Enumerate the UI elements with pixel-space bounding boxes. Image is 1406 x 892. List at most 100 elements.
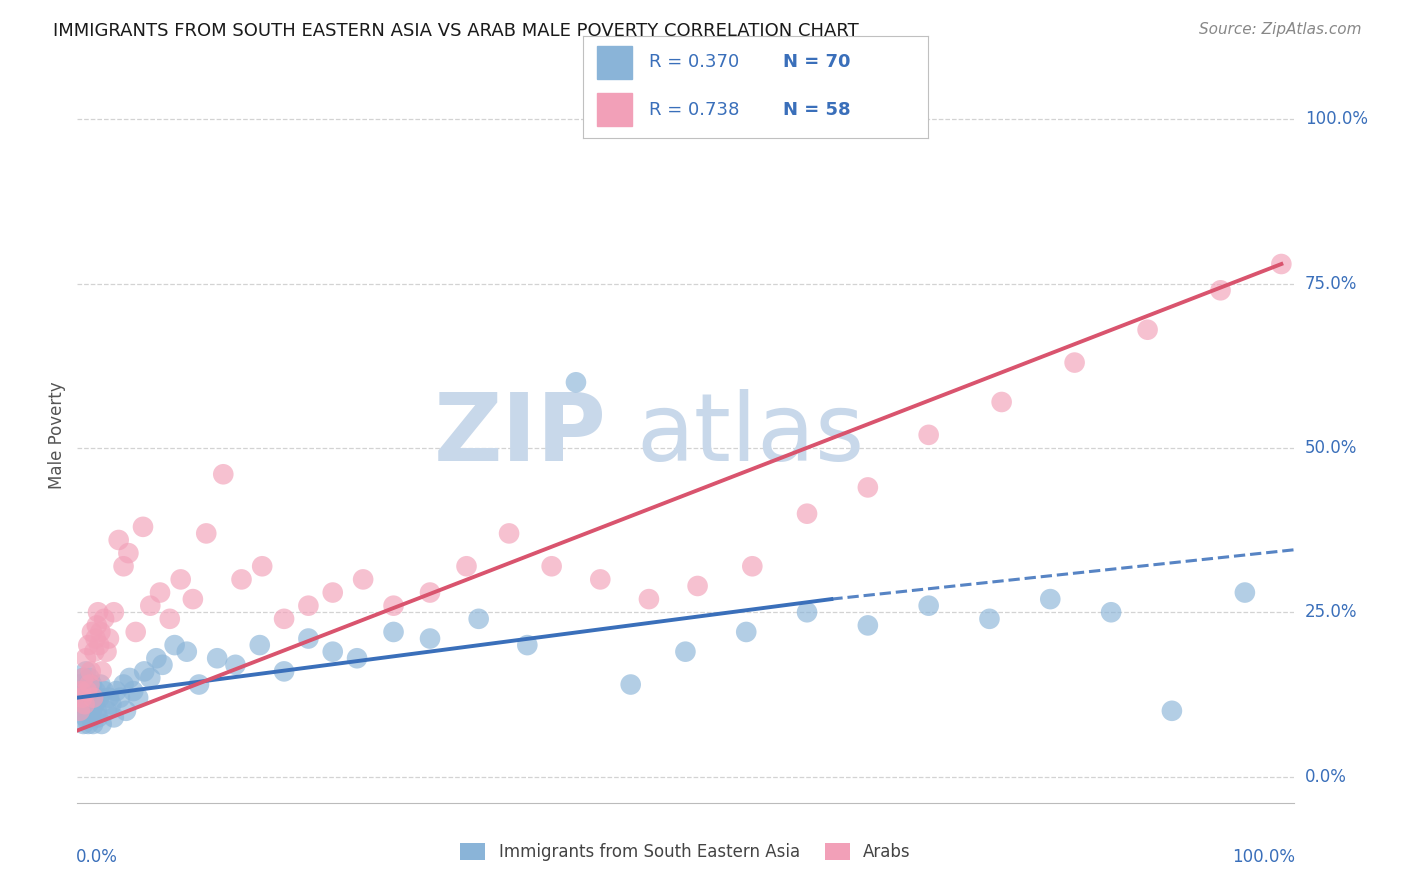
Point (132, 520, 155, 534)
Point (188, 677, 211, 691)
Point (76, 684, 98, 698)
Point (97, 632, 120, 646)
Point (76, 677, 98, 691)
Point (152, 657, 174, 672)
Point (224, 657, 246, 672)
Text: N = 58: N = 58 (783, 101, 851, 119)
Point (103, 710, 125, 724)
Point (80, 665, 103, 679)
Point (97, 690, 120, 705)
Point (1039, 592, 1062, 607)
Point (979, 612, 1001, 626)
Text: 75.0%: 75.0% (1305, 275, 1357, 293)
Point (620, 677, 643, 691)
Point (80, 684, 103, 698)
Point (322, 645, 344, 659)
Point (79, 677, 101, 691)
Point (565, 376, 588, 390)
Point (589, 573, 612, 587)
Point (73, 684, 96, 698)
Point (127, 690, 149, 705)
Point (80, 704, 103, 718)
Point (195, 526, 218, 541)
Point (87, 605, 110, 619)
Point (741, 559, 763, 574)
Point (103, 605, 125, 619)
Point (70, 684, 93, 698)
Text: 25.0%: 25.0% (1305, 603, 1357, 621)
Point (69, 704, 91, 718)
Point (249, 638, 271, 652)
Point (77, 717, 100, 731)
Point (163, 638, 186, 652)
Point (77, 690, 100, 705)
Point (80, 710, 103, 724)
Point (1136, 323, 1159, 337)
Point (145, 651, 167, 665)
Point (84, 632, 107, 646)
Point (675, 645, 697, 659)
Point (73, 698, 96, 712)
Point (96, 704, 118, 718)
Point (856, 480, 879, 494)
Point (122, 684, 145, 698)
Point (75, 651, 97, 665)
Point (96, 645, 118, 659)
Point (273, 612, 295, 626)
Point (456, 559, 478, 574)
Point (990, 395, 1012, 409)
Point (84, 684, 107, 698)
Point (105, 684, 128, 698)
Point (735, 624, 758, 639)
Point (72, 717, 94, 731)
Point (82, 690, 104, 705)
Point (117, 546, 139, 560)
Point (70, 690, 93, 705)
Point (231, 573, 253, 587)
Point (79, 671, 101, 685)
Point (108, 690, 131, 705)
Text: ZIP: ZIP (433, 389, 606, 481)
Point (139, 671, 162, 685)
Bar (598, 45, 631, 78)
Point (89, 690, 111, 705)
Point (382, 624, 405, 639)
Point (419, 632, 441, 646)
Point (90, 717, 112, 731)
Point (297, 599, 319, 613)
Point (796, 605, 818, 619)
Point (89, 677, 111, 691)
Point (86, 618, 108, 632)
Text: 100.0%: 100.0% (1305, 111, 1368, 128)
Point (90, 665, 112, 679)
Point (86, 704, 108, 718)
Point (112, 559, 135, 574)
Point (89, 624, 111, 639)
Point (856, 618, 879, 632)
Point (382, 599, 405, 613)
Point (322, 585, 344, 599)
Point (93, 684, 115, 698)
Point (181, 592, 204, 607)
Point (70, 690, 93, 705)
Point (93, 612, 115, 626)
Point (1063, 355, 1085, 369)
Point (75, 710, 97, 724)
Bar (598, 93, 631, 126)
Text: N = 70: N = 70 (783, 54, 851, 71)
Point (1099, 605, 1122, 619)
Point (1233, 585, 1256, 599)
Point (149, 585, 172, 599)
Point (918, 599, 941, 613)
Point (79, 698, 101, 712)
Point (516, 638, 538, 652)
Point (77, 638, 100, 652)
Text: R = 0.370: R = 0.370 (650, 54, 740, 71)
Point (73, 698, 96, 712)
Point (498, 526, 520, 541)
Point (139, 599, 162, 613)
Point (82, 690, 104, 705)
Point (134, 665, 156, 679)
Point (540, 559, 562, 574)
Legend: Immigrants from South Eastern Asia, Arabs: Immigrants from South Eastern Asia, Arab… (454, 837, 917, 868)
